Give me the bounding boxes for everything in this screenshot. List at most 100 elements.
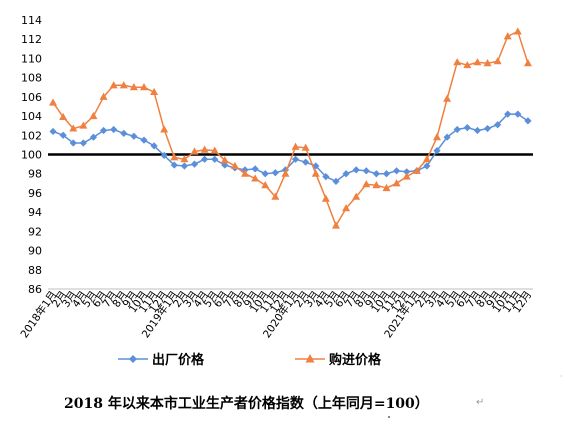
point-factory-price: [423, 162, 431, 170]
point-purchase-price: [342, 204, 351, 212]
point-factory-price: [514, 110, 522, 118]
point-purchase-price: [59, 112, 68, 121]
paragraph-mark: ↵: [476, 397, 485, 408]
point-purchase-price: [99, 92, 108, 100]
point-factory-price: [291, 155, 300, 163]
x-tick-label: 2018年1月: [18, 288, 60, 340]
point-purchase-price: [523, 59, 532, 67]
point-purchase-price: [331, 221, 340, 229]
chart-caption: 2018 年以来本市工业生产者价格指数（上年同月=100）: [64, 396, 429, 412]
point-factory-price: [180, 162, 189, 170]
series-line-factory-price: [52, 113, 529, 183]
point-purchase-price: [493, 57, 502, 65]
point-purchase-price: [170, 153, 179, 161]
y-axis: 86 88 90 92 94 96 98 100 102 104 106 108 110 112 114: [21, 14, 533, 296]
point-factory-price: [342, 170, 350, 178]
point-factory-price: [494, 121, 502, 129]
point-purchase-price: [129, 83, 138, 91]
point-purchase-price: [251, 174, 260, 182]
point-purchase-price: [241, 169, 250, 177]
point-factory-price: [302, 158, 310, 166]
point-factory-price: [221, 161, 229, 169]
point-factory-price: [201, 155, 209, 163]
point-purchase-price: [291, 142, 300, 150]
point-purchase-price: [190, 147, 199, 155]
point-purchase-price: [200, 145, 209, 153]
point-factory-price: [251, 165, 259, 173]
point-factory-price: [332, 177, 340, 185]
point-factory-price: [261, 170, 269, 178]
point-factory-price: [403, 168, 411, 176]
point-purchase-price: [119, 81, 128, 89]
point-factory-price: [362, 167, 370, 175]
point-purchase-price: [433, 133, 442, 141]
point-purchase-price: [422, 155, 431, 163]
point-purchase-price: [483, 59, 492, 67]
point-factory-price: [483, 124, 492, 133]
point-purchase-price: [79, 121, 88, 129]
point-purchase-price: [139, 83, 148, 91]
point-factory-price: [160, 151, 168, 160]
y-tick-label: 86: [28, 283, 42, 296]
point-factory-price: [69, 139, 77, 147]
point-factory-price: [99, 126, 108, 135]
point-purchase-price: [321, 194, 330, 202]
point-purchase-price: [160, 125, 169, 133]
point-purchase-price: [453, 58, 462, 66]
point-factory-price: [443, 133, 451, 141]
y-tick-label: 112: [21, 33, 42, 46]
x-axis: 2018年1月2月3月4月5月6月7月8月9月10月11月12月2019年1月2…: [18, 288, 535, 340]
point-factory-price: [382, 170, 391, 178]
point-purchase-price: [89, 111, 98, 120]
point-purchase-price: [412, 166, 421, 174]
y-tick-label: 114: [21, 14, 42, 27]
point-purchase-price: [220, 156, 229, 164]
point-purchase-price: [150, 87, 159, 96]
point-purchase-price: [230, 161, 239, 170]
legend: 出厂价格 购进价格: [118, 352, 382, 368]
point-factory-price: [110, 125, 118, 134]
legend-label: 出厂价格: [152, 352, 205, 368]
y-tick-label: 92: [28, 225, 42, 238]
y-tick-label: 100: [21, 149, 42, 162]
point-purchase-price: [271, 192, 280, 200]
point-purchase-price: [261, 181, 270, 189]
point-factory-price: [504, 110, 512, 118]
y-tick-label: 102: [21, 129, 42, 142]
y-tick-label: 106: [21, 91, 42, 104]
y-tick-label: 90: [28, 245, 42, 258]
point-factory-price: [190, 160, 199, 168]
point-purchase-price: [311, 169, 320, 177]
point-purchase-price: [503, 32, 512, 40]
point-factory-price: [79, 139, 87, 147]
point-purchase-price: [281, 169, 290, 177]
point-factory-price: [463, 124, 471, 132]
point-factory-price: [150, 142, 158, 150]
point-factory-price: [392, 167, 401, 175]
point-purchase-price: [392, 179, 401, 187]
point-purchase-price: [352, 192, 361, 200]
series-layer: [49, 27, 532, 229]
point-factory-price: [211, 155, 219, 163]
point-purchase-price: [513, 27, 522, 35]
y-tick-label: 88: [28, 264, 42, 277]
point-factory-price: [271, 169, 279, 177]
anchor-mark: ·: [560, 372, 563, 381]
point-purchase-price: [69, 124, 78, 132]
point-factory-price: [170, 161, 178, 169]
point-factory-price: [59, 131, 67, 139]
y-tick-label: 110: [21, 52, 42, 65]
point-purchase-price: [301, 143, 310, 151]
legend-label: 购进价格: [329, 352, 382, 368]
y-tick-label: 98: [28, 168, 42, 181]
point-factory-price: [89, 133, 98, 141]
point-purchase-price: [180, 155, 189, 163]
y-tick-label: 96: [28, 187, 42, 200]
point-purchase-price: [109, 81, 118, 89]
point-purchase-price: [372, 181, 381, 189]
point-factory-price: [322, 172, 330, 181]
point-factory-price: [140, 136, 148, 144]
point-factory-price: [524, 117, 532, 125]
point-purchase-price: [473, 58, 482, 66]
